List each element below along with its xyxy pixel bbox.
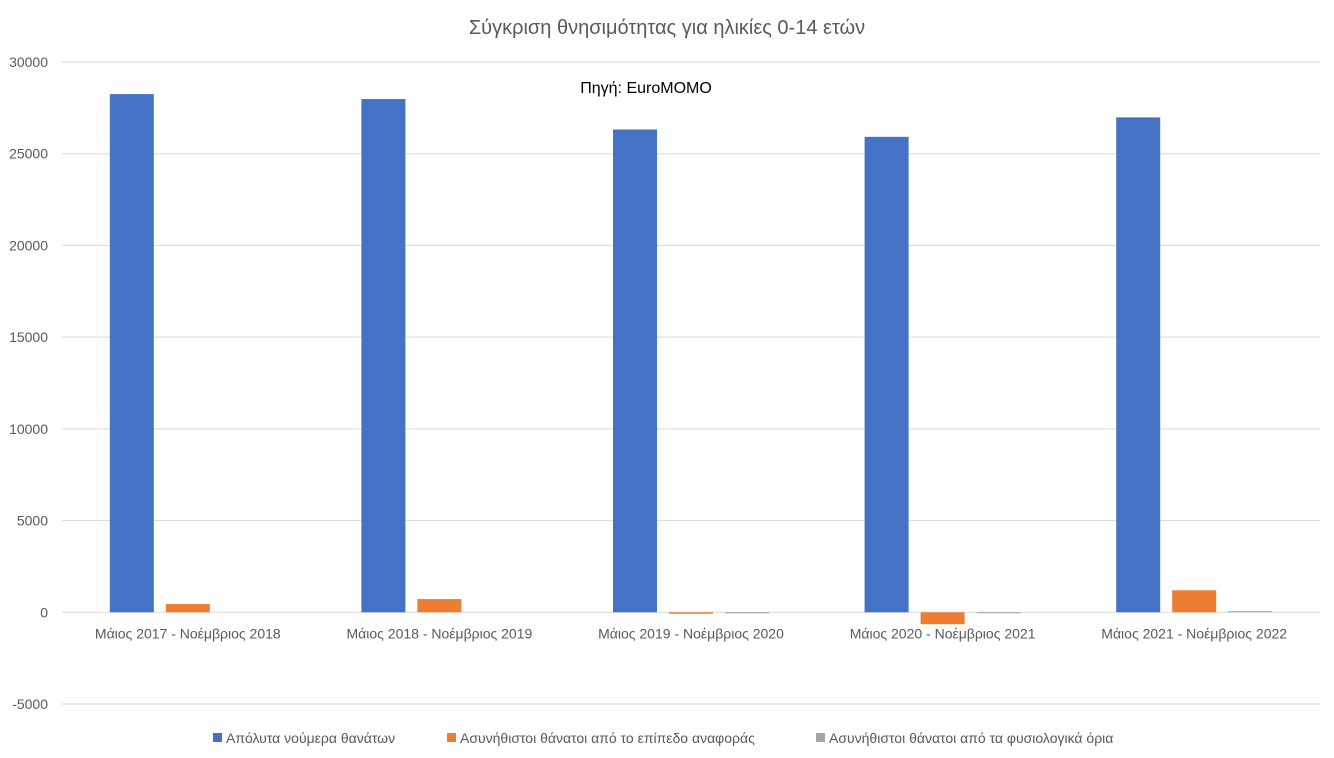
legend-swatch (816, 733, 825, 742)
bar (920, 612, 965, 625)
bar (864, 136, 909, 613)
y-tick-label: 20000 (9, 237, 48, 253)
chart-annotation: Πηγή: EuroMOMO (580, 80, 712, 97)
bar (725, 612, 769, 614)
x-axis: Μάιος 2017 - Νοέμβριος 2018 Μάιος 2018 - … (95, 625, 1287, 641)
bar (669, 612, 713, 614)
bar (165, 604, 210, 613)
bar (1172, 590, 1217, 613)
x-category-label: Μάιος 2021 - Νοέμβριος 2022 (1101, 625, 1287, 641)
x-category-label: Μάιος 2017 - Νοέμβριος 2018 (95, 625, 281, 641)
bar (1228, 611, 1273, 613)
legend-label: Απόλυτα νούμερα θανάτων (226, 730, 395, 746)
x-category-label: Μάιος 2020 - Νοέμβριος 2021 (850, 625, 1036, 641)
y-tick-label: 25000 (9, 146, 48, 162)
y-tick-label: 10000 (9, 421, 48, 437)
legend-swatch (447, 733, 456, 742)
legend-label: Ασυνήθιστοι θάνατοι από το επίπεδο αναφο… (460, 730, 755, 746)
bars (109, 94, 1273, 625)
chart-title: Σύγκριση θνησιμότητας για ηλικίες 0-14 ε… (469, 17, 865, 39)
x-category-label: Μάιος 2019 - Νοέμβριος 2020 (598, 625, 784, 641)
y-tick-label: -5000 (12, 696, 48, 712)
bar (417, 599, 462, 613)
y-tick-label: 0 (40, 604, 48, 620)
legend-label: Ασυνήθιστοι θάνατοι από τα φυσιολογικά ό… (829, 730, 1113, 746)
grid-layer (62, 61, 1320, 705)
bar (1116, 117, 1161, 613)
y-axis: -5000 0 5000 10000 15000 20000 25000 30000 (9, 54, 48, 712)
y-tick-label: 5000 (17, 513, 48, 529)
legend: Απόλυτα νούμερα θανάτων Ασυνήθιστοι θάνατ… (213, 730, 1113, 746)
bar (976, 612, 1021, 614)
bar (613, 129, 657, 613)
y-tick-label: 15000 (9, 329, 48, 345)
legend-swatch (213, 733, 222, 742)
y-tick-label: 30000 (9, 54, 48, 70)
bar (109, 94, 154, 613)
x-category-label: Μάιος 2018 - Νοέμβριος 2019 (347, 625, 533, 641)
bar (361, 99, 406, 613)
